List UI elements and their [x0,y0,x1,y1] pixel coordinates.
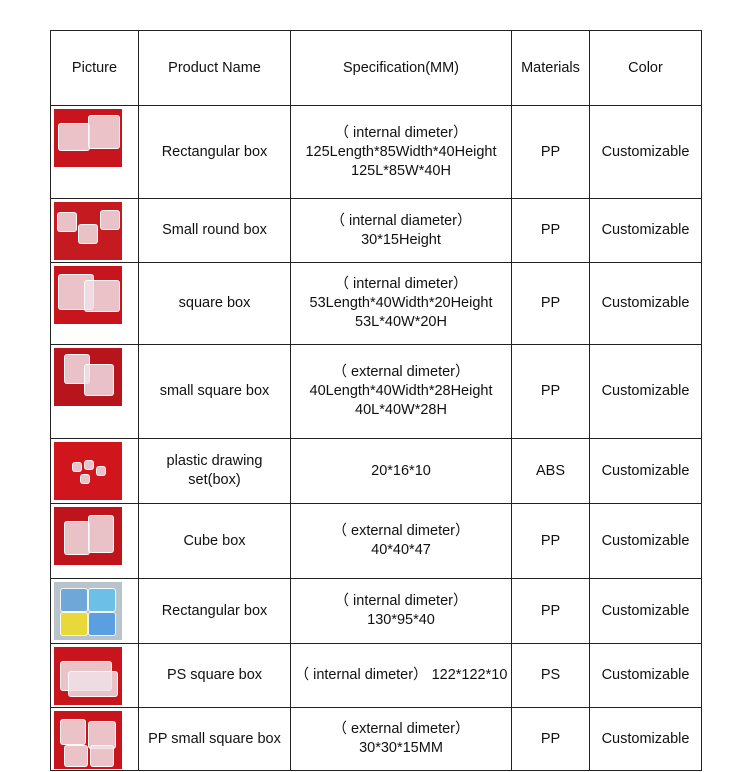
material: ABS [511,438,590,504]
material: PP [511,105,590,199]
material: PP [511,198,590,263]
header-row: Picture Product Name Specification(MM) M… [50,30,702,106]
picture-cell [50,578,139,644]
round-box-photo [54,202,122,260]
picture-cell [50,643,139,708]
color: Customizable [589,344,702,439]
box-shape [84,460,94,470]
table-row: Rectangular box （ internal dimeter） 130*… [50,578,702,644]
box-shape [100,210,120,230]
box-shape [57,212,77,232]
material: PP [511,707,590,771]
specification: （ internal dimeter） 125Length*85Width*40… [290,105,512,199]
box-shape [60,719,86,745]
specification: （ internal dimeter） 130*95*40 [290,578,512,644]
box-shape [60,612,88,636]
product-table: Picture Product Name Specification(MM) M… [50,30,702,771]
header-picture: Picture [50,30,139,106]
material: PP [511,344,590,439]
color: Customizable [589,643,702,708]
box-shape [88,721,116,749]
color: Customizable [589,198,702,263]
specification: （ internal dimeter） 122*122*10 [290,643,512,708]
table-row: Small round box （ internal diameter） 30*… [50,198,702,263]
box-shape [80,474,90,484]
table-row: PS square box （ internal dimeter） 122*12… [50,643,702,708]
material: PS [511,643,590,708]
box-shape [90,745,114,767]
picture-cell [50,707,139,771]
square-box-photo [54,266,122,324]
product-name: Rectangular box [138,105,291,199]
box-shape [84,364,114,396]
box-shape [72,462,82,472]
box-shape [60,588,88,612]
box-shape [58,123,90,151]
specification: （ external dimeter） 40Length*40Width*28H… [290,344,512,439]
table-row: Cube box （ external dimeter） 40*40*47 PP… [50,503,702,579]
box-shape [68,671,118,697]
product-name: Small round box [138,198,291,263]
material: PP [511,262,590,345]
colored-rectangular-box-photo [54,582,122,640]
product-name: PP small square box [138,707,291,771]
picture-cell [50,438,139,504]
header-product-name: Product Name [138,30,291,106]
picture-cell [50,198,139,263]
product-name: square box [138,262,291,345]
specification: （ external dimeter） 40*40*47 [290,503,512,579]
specification: 20*16*10 [290,438,512,504]
color: Customizable [589,578,702,644]
color: Customizable [589,707,702,771]
box-shape [96,466,106,476]
box-shape [78,224,98,244]
picture-cell [50,344,139,439]
picture-cell [50,503,139,579]
specification: （ internal dimeter） 53Length*40Width*20H… [290,262,512,345]
cube-box-photo [54,507,122,565]
specification: （ external dimeter） 30*30*15MM [290,707,512,771]
material: PP [511,578,590,644]
box-shape [88,115,120,149]
ps-square-box-photo [54,647,122,705]
box-shape [88,588,116,612]
header-materials: Materials [511,30,590,106]
color: Customizable [589,438,702,504]
picture-cell [50,262,139,345]
header-specification: Specification(MM) [290,30,512,106]
color: Customizable [589,262,702,345]
table-row: Rectangular box （ internal dimeter） 125L… [50,105,702,199]
box-shape [88,515,114,553]
drawing-set-photo [54,442,122,500]
table-row: small square box （ external dimeter） 40L… [50,344,702,439]
table-row: PP small square box （ external dimeter） … [50,707,702,771]
color: Customizable [589,503,702,579]
table-row: plastic drawing set(box) 20*16*10 ABS Cu… [50,438,702,504]
picture-cell [50,105,139,199]
box-shape [64,521,90,555]
pp-small-square-box-photo [54,711,122,769]
specification: （ internal diameter） 30*15Height [290,198,512,263]
product-name: PS square box [138,643,291,708]
box-shape [88,612,116,636]
box-shape [84,280,120,312]
product-name: Rectangular box [138,578,291,644]
product-name: Cube box [138,503,291,579]
product-name: small square box [138,344,291,439]
product-name: plastic drawing set(box) [138,438,291,504]
box-shape [64,745,88,767]
header-color: Color [589,30,702,106]
table-row: square box （ internal dimeter） 53Length*… [50,262,702,345]
rectangular-box-photo [54,109,122,167]
small-square-box-photo [54,348,122,406]
material: PP [511,503,590,579]
color: Customizable [589,105,702,199]
